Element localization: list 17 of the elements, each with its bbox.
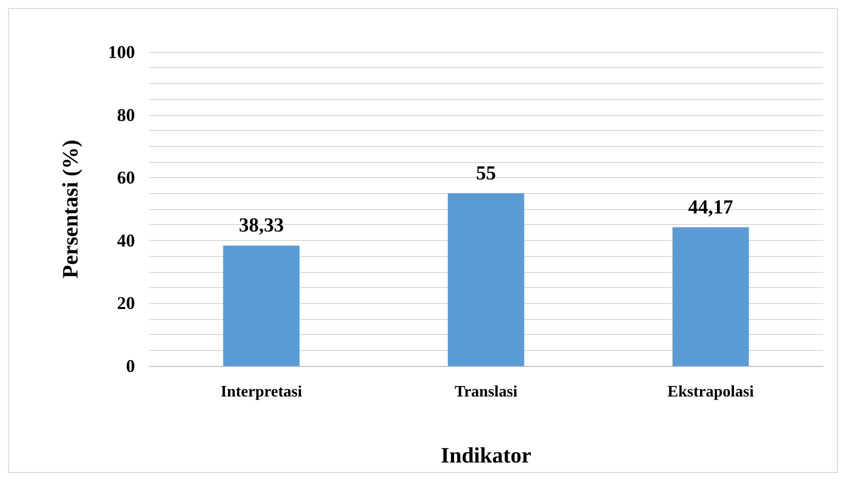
x-axis-title: Indikator xyxy=(440,442,532,468)
bar xyxy=(448,193,524,366)
data-label: 38,33 xyxy=(238,214,284,237)
data-label: 44,17 xyxy=(688,196,734,218)
data-label: 55 xyxy=(476,162,496,184)
y-axis-title: Persentasi (%) xyxy=(58,140,82,278)
y-tick-label: 40 xyxy=(117,230,135,250)
x-tick-label: Ekstrapolasi xyxy=(668,384,754,400)
x-tick-label: Interpretasi xyxy=(220,384,303,400)
y-tick-label: 20 xyxy=(117,293,135,314)
y-tick-label: 80 xyxy=(117,104,135,125)
y-tick-label: 100 xyxy=(108,42,135,62)
y-tick-label: 0 xyxy=(126,356,135,376)
bar xyxy=(672,227,749,366)
y-tick-label: 60 xyxy=(117,168,135,188)
x-tick-label: Translasi xyxy=(454,384,518,400)
bar xyxy=(223,246,300,366)
